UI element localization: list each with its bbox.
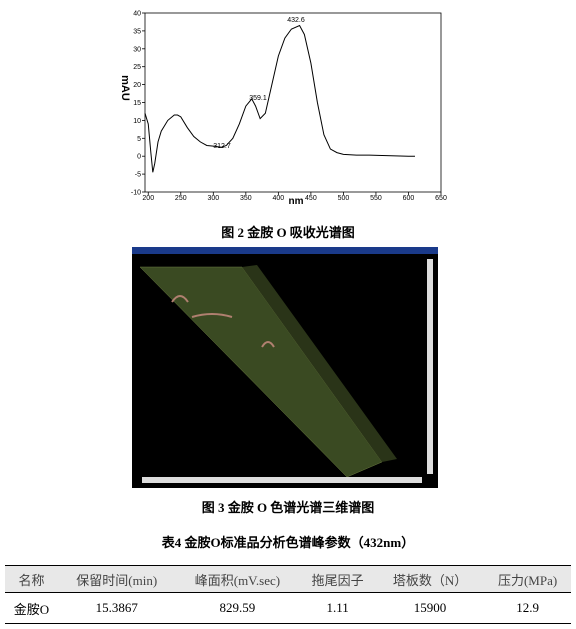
spectrum-line [144,24,415,173]
3d-spectrum-image [132,247,438,488]
table-cell: 15.3867 [58,592,176,624]
table-cell: 峰面积(mV.sec) [175,565,300,593]
table-cell: 名称 [5,565,58,593]
y-tick-label: 30 [133,46,141,53]
figure-caption: 图 3 金胺 O 色谱光谱三维谱图 [201,500,375,515]
y-tick-label: 20 [133,82,141,89]
table-cell: 1.11 [299,592,376,624]
table-cell: 拖尾因子 [299,565,376,593]
table-cell: 保留时间(min) [58,565,176,593]
table-cell: 15900 [375,592,485,624]
data-row: 金胺O 15.3867 829.59 1.11 15900 12.9 [5,592,571,624]
y-axis-label: mAU [119,75,131,101]
plot-frame [144,12,442,193]
peak-label: 432.6 [287,17,305,24]
y-tick-label: 10 [133,118,141,125]
spectrum-chart: mAU nm 432.6 359.1 312.7 -10 -5 0 5 10 15 20 25… [119,11,447,208]
y-tick-label: 40 [133,11,141,18]
x-tick-label: 550 [370,195,382,202]
table-cell: 12.9 [484,592,571,624]
table-cell: 金胺O [5,592,58,624]
peak-label: 312.7 [213,143,231,150]
x-tick-label: 300 [207,195,219,202]
x-tick-label: 400 [273,195,285,202]
x-tick-label: 450 [305,195,317,202]
y-tick-label: 15 [133,100,141,107]
header-row: 名称 保留时间(min) 峰面积(mV.sec) 拖尾因子 塔板数（N） 压力(MPa) [5,565,571,593]
y-tick-label: -10 [131,190,141,197]
parameter-table: 名称 保留时间(min) 峰面积(mV.sec) 拖尾因子 塔板数（N） 压力(MPa) … [5,565,571,624]
y-tick-label: 5 [137,136,141,143]
y-tick-label: 35 [133,28,141,35]
y-tick-label: 0 [137,154,141,161]
x-tick-label: 650 [435,195,447,202]
x-tick-label: 500 [338,195,350,202]
x-tick-label: 250 [175,195,187,202]
figure-caption: 图 2 金胺 O 吸收光谱图 [221,225,355,240]
y-tick-label: 25 [133,64,141,71]
table-cell: 829.59 [175,592,300,624]
table-title: 表4 金胺O标准品分析色谱峰参数（432nm） [161,535,415,550]
table-cell: 压力(MPa) [484,565,571,593]
y-tick-label: -5 [135,172,141,179]
x-tick-label: 600 [403,195,415,202]
x-axis-label: nm [289,196,304,207]
peak-label: 359.1 [249,95,267,102]
x-tick-label: 350 [240,195,252,202]
x-tick-label: 200 [142,195,154,202]
table-cell: 塔板数（N） [375,565,485,593]
